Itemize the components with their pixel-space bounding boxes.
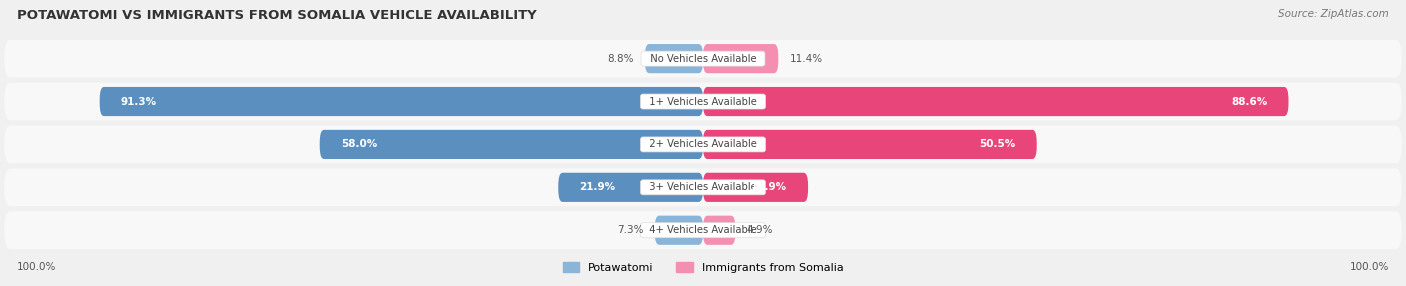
Text: 7.3%: 7.3% bbox=[617, 225, 644, 235]
Text: 100.0%: 100.0% bbox=[17, 262, 56, 272]
FancyBboxPatch shape bbox=[4, 83, 1402, 120]
FancyBboxPatch shape bbox=[4, 168, 1402, 206]
FancyBboxPatch shape bbox=[100, 87, 703, 116]
Text: 50.5%: 50.5% bbox=[980, 140, 1015, 149]
Text: 8.8%: 8.8% bbox=[607, 54, 634, 63]
Text: 4+ Vehicles Available: 4+ Vehicles Available bbox=[643, 225, 763, 235]
FancyBboxPatch shape bbox=[703, 87, 1288, 116]
FancyBboxPatch shape bbox=[319, 130, 703, 159]
Text: 4.9%: 4.9% bbox=[747, 225, 773, 235]
Text: Source: ZipAtlas.com: Source: ZipAtlas.com bbox=[1278, 9, 1389, 19]
Text: 3+ Vehicles Available: 3+ Vehicles Available bbox=[643, 182, 763, 192]
Text: 15.9%: 15.9% bbox=[751, 182, 787, 192]
Text: 1+ Vehicles Available: 1+ Vehicles Available bbox=[643, 97, 763, 106]
Text: 91.3%: 91.3% bbox=[121, 97, 157, 106]
FancyBboxPatch shape bbox=[4, 40, 1402, 78]
FancyBboxPatch shape bbox=[703, 44, 779, 73]
FancyBboxPatch shape bbox=[4, 126, 1402, 163]
FancyBboxPatch shape bbox=[703, 130, 1036, 159]
FancyBboxPatch shape bbox=[703, 173, 808, 202]
Legend: Potawatomi, Immigrants from Somalia: Potawatomi, Immigrants from Somalia bbox=[558, 258, 848, 278]
Text: 88.6%: 88.6% bbox=[1232, 97, 1267, 106]
FancyBboxPatch shape bbox=[655, 216, 703, 245]
Text: 2+ Vehicles Available: 2+ Vehicles Available bbox=[643, 140, 763, 149]
FancyBboxPatch shape bbox=[558, 173, 703, 202]
FancyBboxPatch shape bbox=[4, 211, 1402, 249]
Text: 11.4%: 11.4% bbox=[790, 54, 823, 63]
Text: POTAWATOMI VS IMMIGRANTS FROM SOMALIA VEHICLE AVAILABILITY: POTAWATOMI VS IMMIGRANTS FROM SOMALIA VE… bbox=[17, 9, 537, 21]
FancyBboxPatch shape bbox=[645, 44, 703, 73]
Text: No Vehicles Available: No Vehicles Available bbox=[644, 54, 762, 63]
Text: 21.9%: 21.9% bbox=[579, 182, 616, 192]
FancyBboxPatch shape bbox=[703, 216, 735, 245]
Text: 100.0%: 100.0% bbox=[1350, 262, 1389, 272]
Text: 58.0%: 58.0% bbox=[340, 140, 377, 149]
